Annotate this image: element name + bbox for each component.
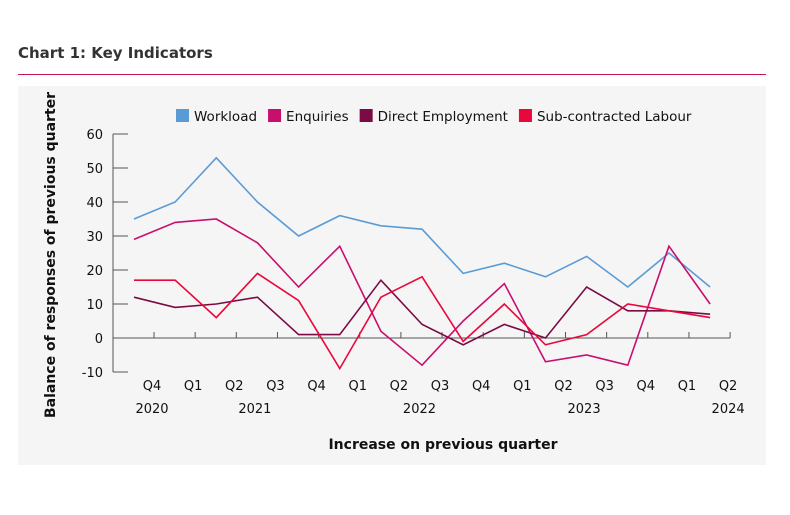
year-label: 2022 — [403, 402, 436, 417]
x-tick-label: Q1 — [513, 379, 532, 394]
y-tick-label: 50 — [86, 162, 103, 177]
series-line-enquiries — [133, 218, 711, 367]
x-tick-label: Q2 — [390, 379, 409, 394]
x-tick-label: Q2 — [225, 379, 244, 394]
series-line-sub-contracted-labour — [134, 272, 711, 371]
year-label: 2023 — [568, 402, 601, 417]
x-tick-label: Q4 — [472, 379, 491, 394]
y-tick-label: -10 — [82, 366, 103, 381]
x-tick-label: Q2 — [554, 379, 573, 394]
x-axis-title: Increase on previous quarter — [328, 437, 557, 453]
chart-title: Chart 1: Key Indicators — [18, 44, 213, 62]
x-tick-label: Q1 — [184, 379, 203, 394]
legend-label: Direct Employment — [378, 109, 508, 125]
legend-label: Workload — [194, 109, 257, 125]
legend-label: Sub-contracted Labour — [537, 109, 692, 125]
title-divider — [18, 74, 766, 75]
legend-swatch — [359, 109, 373, 122]
legend-swatch — [518, 109, 532, 122]
x-tick-label: Q2 — [719, 379, 738, 394]
y-tick-label: 40 — [86, 196, 103, 211]
legend-label: Enquiries — [286, 109, 349, 125]
series-line-workload — [133, 156, 711, 289]
y-tick-label: 30 — [86, 230, 103, 245]
x-tick-label: Q1 — [678, 379, 697, 394]
x-tick-label: Q1 — [348, 379, 367, 394]
y-tick-label: 20 — [86, 264, 103, 279]
y-axis-title: Balance of responses of previous quarter — [43, 92, 59, 418]
x-tick-label: Q4 — [637, 379, 656, 394]
year-label: 2020 — [135, 402, 168, 417]
x-tick-label: Q3 — [266, 379, 285, 394]
x-tick-label: Q4 — [143, 379, 162, 394]
x-tick-label: Q3 — [595, 379, 614, 394]
year-label: 2024 — [712, 402, 745, 417]
y-tick-label: 0 — [95, 332, 103, 347]
year-label: 2021 — [238, 402, 271, 417]
y-tick-label: 60 — [86, 128, 103, 143]
legend-swatch — [176, 109, 189, 122]
x-tick-label: Q3 — [431, 379, 450, 394]
x-tick-label: Q4 — [307, 379, 326, 394]
legend-swatch — [268, 109, 282, 122]
y-tick-label: 10 — [86, 298, 103, 313]
